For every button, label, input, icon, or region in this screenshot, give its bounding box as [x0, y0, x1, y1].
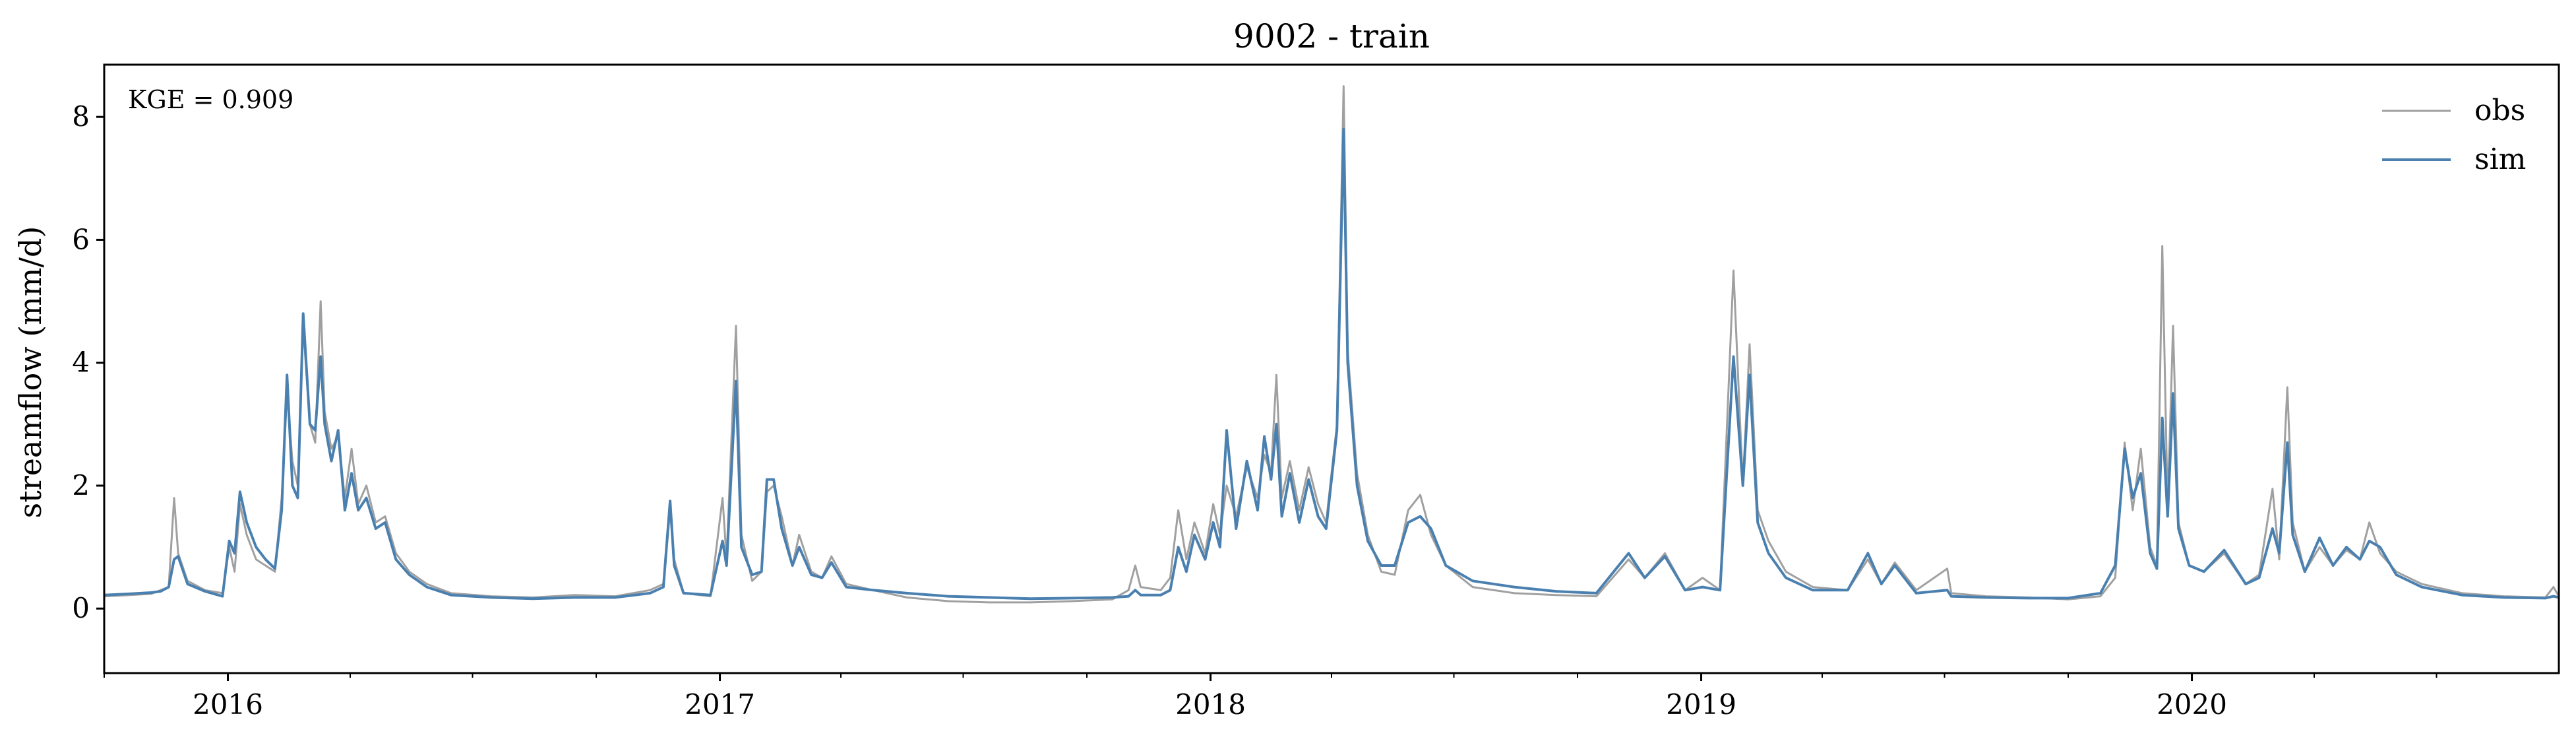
y-tick-label: 2	[72, 469, 90, 502]
legend: obs sim	[2382, 94, 2526, 176]
legend-label-sim: sim	[2474, 143, 2526, 176]
y-tick-label: 8	[72, 100, 90, 133]
x-tick-label: 2016	[193, 688, 263, 721]
legend-label-obs: obs	[2474, 94, 2525, 127]
series-line-sim	[104, 127, 2559, 601]
kge-annotation: KGE = 0.909	[128, 85, 293, 114]
x-tick-label: 2020	[2157, 688, 2227, 721]
x-tick-label: 2018	[1175, 688, 1246, 721]
series-layer	[104, 85, 2559, 604]
x-tick-label: 2019	[1666, 688, 1736, 721]
chart-title: 9002 - train	[1233, 17, 1430, 55]
y-axis-label: streamflow (mm/d)	[13, 226, 48, 519]
series-line-obs	[104, 85, 2559, 604]
x-tick-label: 2017	[685, 688, 755, 721]
x-axis: 2016 2017 2018 2019 2020	[104, 673, 2438, 721]
plot-frame	[103, 63, 2560, 674]
y-tick-label: 0	[72, 592, 90, 624]
y-tick-label: 4	[72, 346, 90, 379]
y-tick-label: 6	[72, 223, 90, 255]
y-axis: 0 2 4 6 8	[72, 100, 104, 624]
